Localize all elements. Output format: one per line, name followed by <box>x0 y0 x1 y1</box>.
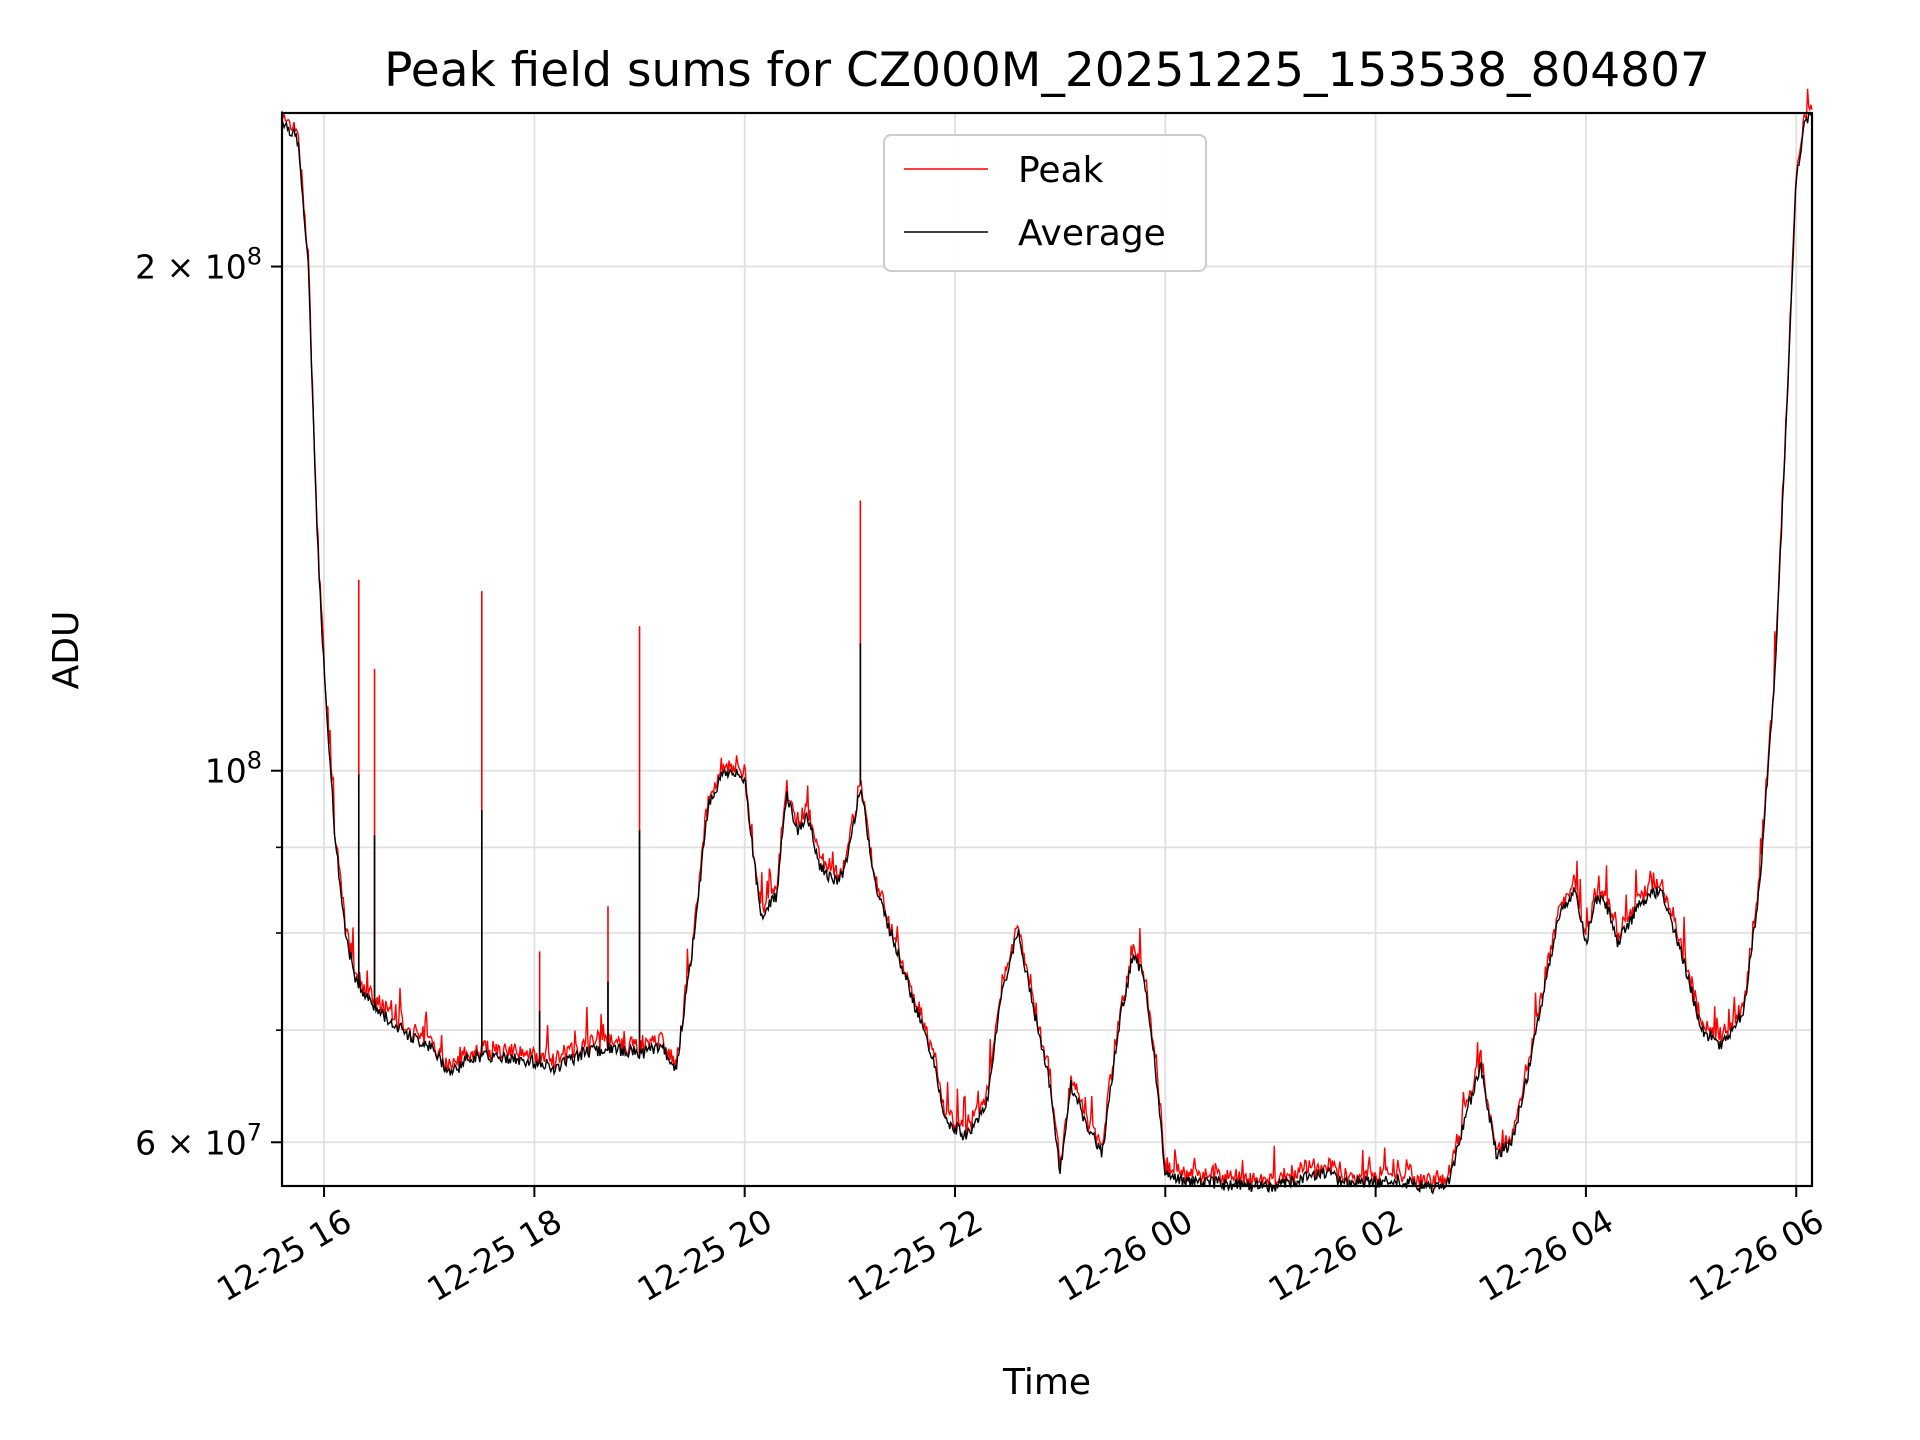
chart-title: Peak field sums for CZ000M_20251225_1535… <box>384 43 1710 98</box>
legend-label-peak: Peak <box>1018 150 1104 191</box>
series-line-peak <box>281 88 1813 1192</box>
y-tick-base: 10 <box>205 752 247 791</box>
y-axis-label: ADU <box>46 611 87 690</box>
y-tick-base: 2 × 10 <box>135 248 247 287</box>
series-line-average <box>281 112 1813 1195</box>
y-tick-label: 108 <box>205 747 262 791</box>
y-tick-exponent: 8 <box>247 747 262 775</box>
y-tick-label: 2 × 108 <box>135 243 262 287</box>
plot-frame <box>280 111 1814 1188</box>
legend-label-average: Average <box>1018 213 1166 254</box>
x-axis-label: Time <box>1002 1362 1091 1403</box>
series-layer <box>281 88 1813 1195</box>
y-tick-exponent: 8 <box>247 243 262 271</box>
y-tick-exponent: 7 <box>247 1118 262 1146</box>
legend: Peak Average <box>883 134 1207 272</box>
y-tick-base: 6 × 10 <box>135 1123 247 1162</box>
y-tick-label: 6 × 107 <box>135 1118 262 1162</box>
